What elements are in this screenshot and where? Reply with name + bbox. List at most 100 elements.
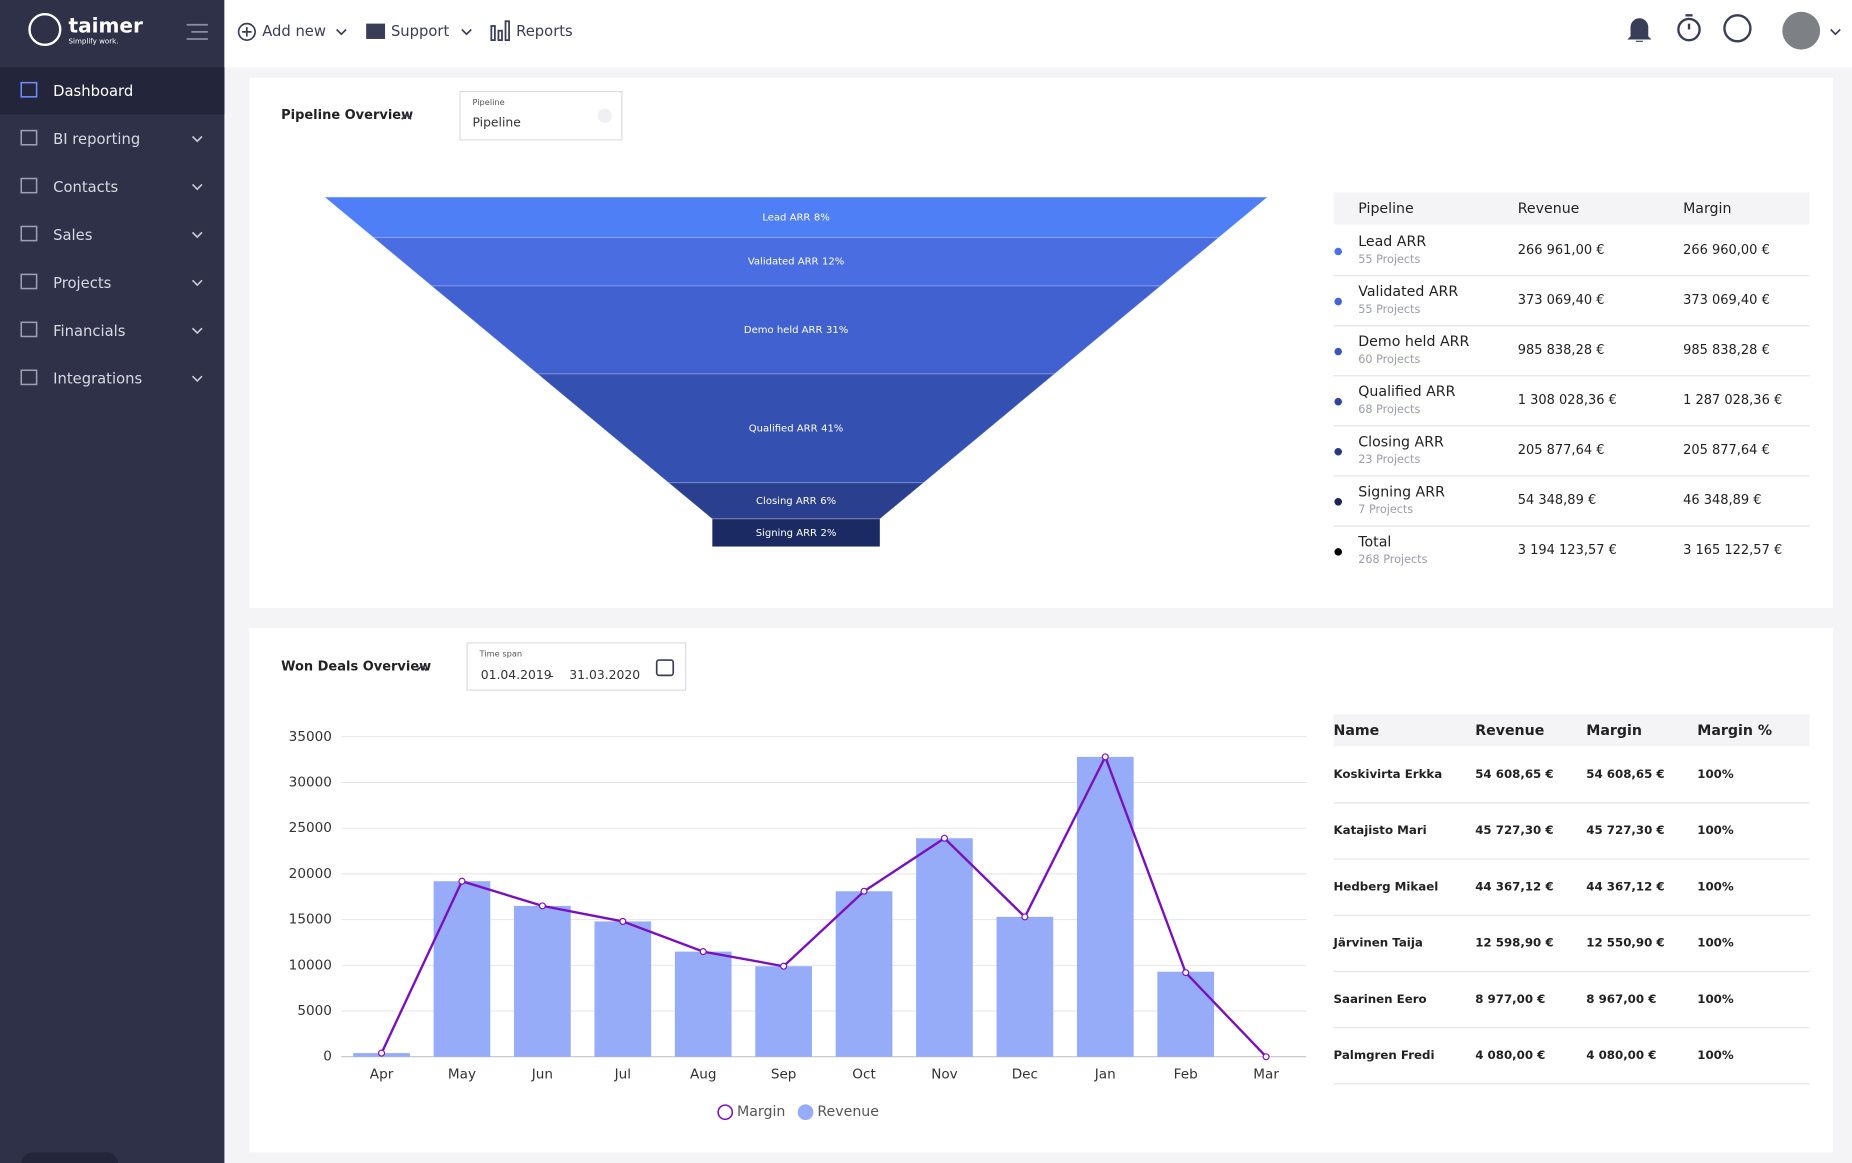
y-tick-label: 10000 (289, 957, 332, 973)
segment-name: Signing ARR (756, 528, 817, 539)
segment-percent: 31% (826, 325, 848, 336)
cell: 46 348,89 € (1683, 493, 1761, 508)
column-header: Margin (1683, 201, 1731, 217)
chevron (1830, 28, 1841, 36)
menu-chevron (191, 183, 203, 191)
menu-item[interactable]: Financials (53, 323, 125, 340)
menu-toggle[interactable] (186, 23, 208, 40)
funnel-label: Qualified ARR 41% (749, 423, 844, 434)
legend-label[interactable]: Margin (737, 1104, 785, 1120)
cell: 266 960,00 € (1683, 243, 1770, 258)
cell: 4 080,00 € (1586, 1048, 1656, 1062)
row-dot (1334, 297, 1342, 306)
menu-chevron (191, 375, 203, 383)
segment-percent: 2% (821, 528, 837, 539)
add-new[interactable]: Add new (262, 23, 326, 40)
chat[interactable] (1723, 14, 1752, 43)
time-span-label: Time span (479, 649, 523, 659)
cell: Järvinen Taija (1332, 936, 1422, 950)
support[interactable]: Support (391, 23, 450, 40)
cell: Palmgren Fredi (1333, 1048, 1434, 1062)
collapse[interactable] (416, 664, 427, 672)
bar (755, 966, 812, 1057)
line (380, 753, 1267, 1058)
charts: Lead ARR 8%Validated ARR 12%Demo held ARR 3… (289, 192, 1810, 1120)
pipeline-select[interactable] (459, 90, 623, 141)
y-tick-label: 30000 (289, 774, 332, 790)
menu-icon (20, 273, 38, 290)
avatar[interactable] (1782, 11, 1821, 50)
menu-icon (20, 177, 38, 194)
row-name: Demo held ARR (1358, 334, 1469, 350)
notifications[interactable] (1627, 18, 1652, 42)
legend-label[interactable]: Revenue (817, 1104, 879, 1120)
cell: 100% (1697, 936, 1734, 950)
line-point (1101, 753, 1109, 761)
segment-percent: 6% (820, 496, 836, 507)
menu-item[interactable]: Sales (53, 227, 92, 244)
sidebar (0, 0, 225, 1163)
menu-icon (20, 225, 38, 242)
segment-name: Lead ARR (762, 212, 810, 223)
cell: 985 838,28 € (1518, 343, 1605, 358)
line-point (860, 887, 868, 895)
cell: 45 727,30 € (1586, 823, 1664, 837)
segment-name: Qualified ARR (749, 423, 818, 434)
column-header: Revenue (1518, 201, 1580, 217)
logo-icon (28, 12, 62, 47)
menu-item[interactable]: BI reporting (53, 131, 140, 148)
funnel-label: Validated ARR 12% (748, 257, 844, 268)
menu-item[interactable]: Integrations (53, 371, 142, 388)
cell: 266 961,00 € (1518, 243, 1605, 258)
x-tick-label: Apr (370, 1066, 394, 1082)
segment-name: Closing ARR (756, 496, 817, 507)
x-tick-label: Aug (690, 1066, 717, 1082)
select-value: Pipeline (472, 114, 520, 129)
logo: taimer (69, 14, 144, 38)
reports[interactable]: Reports (516, 23, 573, 40)
y-tick-label: 0 (323, 1049, 332, 1065)
menu-item[interactable]: Contacts (53, 179, 118, 196)
line-point (1182, 969, 1190, 977)
menu-item[interactable]: Projects (53, 275, 111, 292)
y-tick-label: 35000 (289, 729, 332, 745)
bar (996, 916, 1054, 1057)
menu-item[interactable]: Dashboard (53, 83, 133, 100)
calendar[interactable] (655, 659, 675, 677)
row-dot (1334, 548, 1342, 556)
bar (835, 891, 893, 1057)
bar (1157, 971, 1215, 1057)
column-header: Margin (1586, 723, 1642, 739)
date-to: 31.03.2020 (569, 667, 640, 682)
row-dot (1334, 397, 1342, 406)
x-tick-label: Oct (852, 1066, 875, 1082)
bar (916, 838, 973, 1057)
row-name: Total (1357, 534, 1391, 550)
timer[interactable] (1677, 17, 1701, 42)
funnel-label: Demo held ARR 31% (744, 325, 848, 336)
row-name: Signing ARR (1358, 484, 1445, 500)
support-icon (366, 23, 386, 39)
column-header: Margin % (1697, 723, 1772, 739)
cell: 44 367,12 € (1475, 879, 1553, 893)
line-point (1262, 1053, 1270, 1061)
menu-icon (20, 369, 38, 386)
y-tick-label: 20000 (289, 866, 332, 882)
cell: Katajisto Mari (1333, 823, 1426, 837)
cell: 3 165 122,57 € (1683, 543, 1782, 558)
sidebar-menu: Dashboard BI reporting Contacts Sales Projec… (20, 81, 203, 388)
cell: Koskivirta Erkka (1333, 767, 1442, 781)
add-icon (237, 22, 256, 41)
cell: 12 550,90 € (1586, 936, 1664, 950)
line-point (699, 948, 707, 956)
menu-chevron (191, 327, 203, 335)
cell: 205 877,64 € (1683, 443, 1770, 458)
row-sub: 55 Projects (1358, 303, 1420, 316)
line-point (780, 962, 788, 970)
timer-hand (1685, 14, 1693, 30)
x-tick-label: Jul (614, 1066, 631, 1082)
collapse[interactable] (400, 113, 412, 120)
line-point (619, 917, 627, 925)
time-span[interactable] (466, 642, 687, 691)
line-point (458, 877, 466, 885)
